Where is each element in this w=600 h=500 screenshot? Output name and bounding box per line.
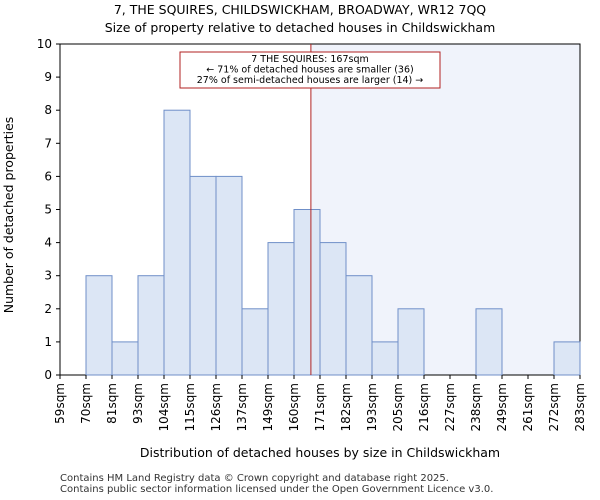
x-tick-label: 126sqm bbox=[209, 383, 223, 431]
footer-licence: Contains public sector information licen… bbox=[60, 484, 494, 495]
bar-238sqm bbox=[475, 308, 503, 376]
chart-title-line1: 7, THE SQUIRES, CHILDSWICKHAM, BROADWAY,… bbox=[114, 2, 486, 17]
bar-182sqm bbox=[345, 275, 373, 376]
chart-title-line2: Size of property relative to detached ho… bbox=[105, 20, 496, 35]
x-tick-label: 205sqm bbox=[391, 383, 405, 431]
annotation-line-3: 27% of semi-detached houses are larger (… bbox=[197, 75, 424, 86]
annotation-line-1: 7 THE SQUIRES: 167sqm bbox=[251, 54, 369, 65]
x-tick-label: 81sqm bbox=[105, 383, 119, 424]
bar-272sqm bbox=[553, 341, 581, 376]
x-tick-label: 193sqm bbox=[365, 383, 379, 431]
bar-137sqm bbox=[241, 308, 269, 376]
bar-93sqm bbox=[137, 275, 165, 376]
x-tick-label: 249sqm bbox=[495, 383, 509, 431]
y-tick-label: 4 bbox=[44, 236, 52, 250]
x-tick-label: 160sqm bbox=[287, 383, 301, 431]
x-tick-label: 93sqm bbox=[131, 383, 145, 424]
y-tick-label: 3 bbox=[44, 269, 52, 283]
bar-171sqm bbox=[319, 242, 347, 376]
footer-copyright: Contains HM Land Registry data © Crown c… bbox=[60, 473, 449, 484]
bar-193sqm bbox=[371, 341, 399, 376]
bar-205sqm bbox=[397, 308, 425, 376]
x-tick-label: 115sqm bbox=[183, 383, 197, 431]
x-tick-label: 216sqm bbox=[417, 383, 431, 431]
x-tick-label: 149sqm bbox=[261, 383, 275, 431]
y-tick-label: 9 bbox=[44, 70, 52, 84]
y-tick-label: 10 bbox=[37, 37, 52, 51]
bar-70sqm bbox=[85, 275, 113, 376]
y-tick-label: 0 bbox=[44, 368, 52, 382]
y-tick-label: 5 bbox=[44, 203, 52, 217]
annotation-line-2: ← 71% of detached houses are smaller (36… bbox=[206, 65, 413, 76]
x-tick-label: 70sqm bbox=[79, 383, 93, 424]
x-tick-label: 137sqm bbox=[235, 383, 249, 431]
annotation-box bbox=[179, 51, 441, 89]
x-tick-label: 104sqm bbox=[157, 383, 171, 431]
bar-81sqm bbox=[111, 341, 139, 376]
x-tick-label: 182sqm bbox=[339, 383, 353, 431]
x-axis-label: Distribution of detached houses by size … bbox=[140, 445, 500, 460]
bar-160sqm bbox=[293, 209, 321, 376]
y-tick-label: 2 bbox=[44, 302, 52, 316]
bar-115sqm bbox=[189, 175, 217, 376]
x-tick-label: 238sqm bbox=[469, 383, 483, 431]
bar-126sqm bbox=[215, 175, 243, 376]
x-tick-label: 227sqm bbox=[443, 383, 457, 431]
x-tick-label: 272sqm bbox=[547, 383, 561, 431]
y-tick-label: 1 bbox=[44, 335, 52, 349]
x-tick-label: 171sqm bbox=[313, 383, 327, 431]
x-tick-label: 59sqm bbox=[53, 383, 67, 424]
bar-149sqm bbox=[267, 242, 295, 376]
x-tick-label: 283sqm bbox=[573, 383, 587, 431]
y-axis-label: Number of detached properties bbox=[1, 117, 16, 314]
y-tick-label: 7 bbox=[44, 136, 52, 150]
y-tick-label: 6 bbox=[44, 169, 52, 183]
bar-104sqm bbox=[163, 109, 191, 376]
plot-area: 0 1 2 3 4 5 6 7 8 9 10 59sqm 70sqm 81sqm 93sqm 104sqm 11… bbox=[37, 37, 587, 431]
y-tick-label: 8 bbox=[44, 103, 52, 117]
x-tick-label: 261sqm bbox=[521, 383, 535, 431]
